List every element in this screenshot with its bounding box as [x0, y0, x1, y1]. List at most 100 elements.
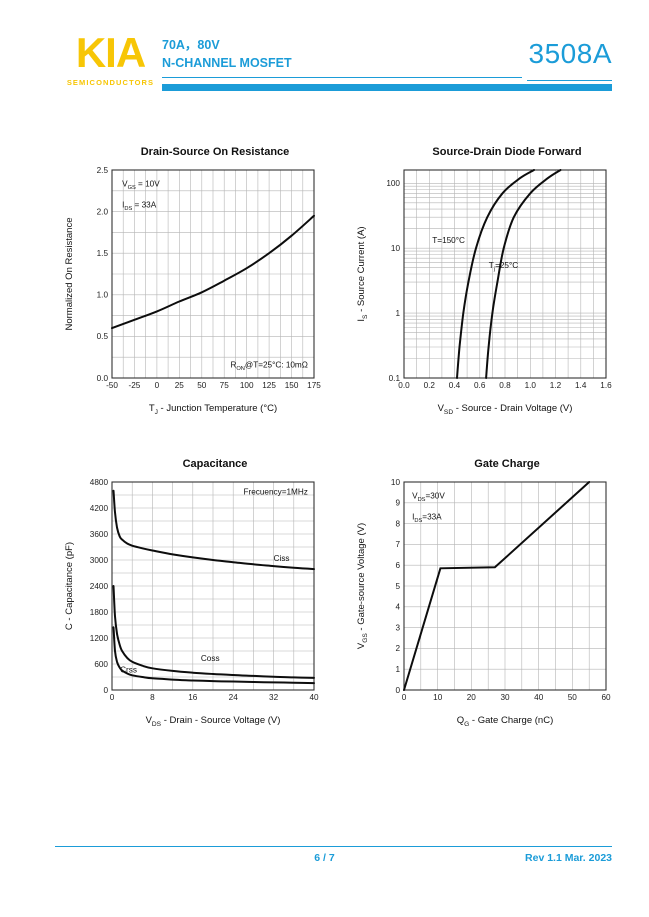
svg-text:30: 30 — [500, 693, 510, 702]
chart-plot: -50 -25 0 25 50 75 100 125 150 175 0.0 0.5 1.0 1.5 2.0… — [62, 162, 324, 419]
header-accent-bar — [162, 84, 612, 91]
svg-text:10: 10 — [391, 478, 401, 487]
annotation: T=150°C — [432, 236, 465, 245]
svg-text:0.8: 0.8 — [499, 381, 511, 390]
svg-text:100: 100 — [240, 381, 254, 390]
series-tj-25c — [485, 169, 562, 379]
svg-text:TJ - Junction Temperature (°C): TJ - Junction Temperature (°C) — [149, 403, 277, 414]
svg-text:4: 4 — [395, 603, 400, 612]
svg-text:25: 25 — [175, 381, 185, 390]
series-t-150c — [456, 169, 535, 379]
logo-subtext: SEMICONDUCTORS — [66, 78, 155, 87]
series-normalized-rdson — [111, 214, 315, 330]
chart-drain-source-on-resistance: Drain-Source On Resistance -50 -25 0 25 50 75… — [62, 146, 324, 419]
chart-canvas: 0.0 0.2 0.4 0.6 0.8 1.0 1.2 1.4 1.6 0.1 1 10 100 VSD … — [356, 169, 612, 416]
chart-plot: 0 8 16 24 32 40 0 600 1200 1800 2400 3000 3600 4200 48… — [62, 474, 324, 731]
svg-text:2.5: 2.5 — [97, 166, 109, 175]
annotation: Tj=25°C — [489, 261, 518, 273]
svg-text:24: 24 — [229, 693, 239, 702]
device-rating: 70A，80V — [162, 38, 220, 52]
page-indicator: 6 / 7 — [314, 852, 335, 864]
svg-text:0: 0 — [402, 693, 407, 702]
svg-text:0: 0 — [110, 693, 115, 702]
series-ciss — [112, 489, 315, 571]
svg-text:1.0: 1.0 — [525, 381, 537, 390]
svg-text:-50: -50 — [106, 381, 118, 390]
svg-text:3600: 3600 — [90, 530, 109, 539]
svg-text:150: 150 — [285, 381, 299, 390]
svg-text:1: 1 — [395, 665, 400, 674]
device-type: N-CHANNEL MOSFET — [162, 56, 292, 70]
svg-text:8: 8 — [150, 693, 155, 702]
annotation: VGS = 10V — [122, 180, 160, 192]
annotation: RON@T=25°C: 10mΩ — [230, 361, 307, 373]
series-vgs-vs-qg — [403, 481, 591, 691]
svg-text:50: 50 — [197, 381, 207, 390]
svg-text:2.0: 2.0 — [97, 207, 109, 216]
svg-text:VGS - Gate-source Voltage (V): VGS - Gate-source Voltage (V) — [356, 523, 369, 649]
kia-logo: KIA SEMICONDUCTORS — [58, 29, 163, 88]
logo-text: KIA — [75, 29, 146, 76]
svg-text:75: 75 — [220, 381, 230, 390]
footer-rule — [55, 846, 612, 847]
svg-text:50: 50 — [568, 693, 578, 702]
chart-canvas: 0 10 20 30 40 50 60 0 1 2 3 4 5 6 7 8 9 10 QG - Gate Charg… — [356, 478, 611, 728]
svg-text:2: 2 — [395, 644, 400, 653]
device-spec: 70A，80V N-CHANNEL MOSFET — [162, 36, 292, 72]
header-rule-right — [527, 80, 612, 81]
svg-text:IS - Source Current (A): IS - Source Current (A) — [356, 226, 369, 321]
series-coss — [112, 585, 315, 679]
svg-text:-25: -25 — [128, 381, 140, 390]
chart-gate-charge: Gate Charge 0 10 20 30 40 50 60 0 1 2 3 4 5 6 7 8 9 10 QG … — [354, 458, 616, 731]
svg-text:0.0: 0.0 — [97, 374, 109, 383]
header-rule-left — [162, 77, 522, 78]
svg-text:0: 0 — [395, 686, 400, 695]
svg-text:7: 7 — [395, 540, 400, 549]
svg-text:3: 3 — [395, 623, 400, 632]
svg-text:1200: 1200 — [90, 634, 109, 643]
svg-text:125: 125 — [262, 381, 276, 390]
svg-text:10: 10 — [433, 693, 443, 702]
svg-text:1.2: 1.2 — [550, 381, 562, 390]
svg-text:5: 5 — [395, 582, 400, 591]
svg-text:10: 10 — [391, 244, 401, 253]
svg-text:C - Capacitance (pF): C - Capacitance (pF) — [64, 542, 75, 630]
svg-text:0.2: 0.2 — [424, 381, 436, 390]
annotation: VDS=30V — [412, 492, 445, 504]
annotation: IDS = 33A — [122, 200, 157, 212]
svg-text:600: 600 — [94, 660, 108, 669]
svg-text:16: 16 — [188, 693, 198, 702]
svg-text:4200: 4200 — [90, 504, 109, 513]
series-crss — [112, 626, 315, 685]
annotation: Coss — [201, 654, 220, 663]
revision-text: Rev 1.1 Mar. 2023 — [525, 852, 612, 864]
svg-text:32: 32 — [269, 693, 279, 702]
chart-title: Capacitance — [182, 458, 248, 470]
svg-text:0.6: 0.6 — [474, 381, 486, 390]
chart-title: Gate Charge — [474, 458, 540, 470]
svg-text:QG - Gate Charge (nC): QG - Gate Charge (nC) — [457, 715, 553, 726]
chart-capacitance: Capacitance 0 8 16 24 32 40 0 600 1200 1800 2400 30… — [62, 458, 324, 731]
svg-text:0.4: 0.4 — [449, 381, 461, 390]
svg-text:1.4: 1.4 — [575, 381, 587, 390]
svg-text:2400: 2400 — [90, 582, 109, 591]
svg-text:1800: 1800 — [90, 608, 109, 617]
chart-plot: 0 10 20 30 40 50 60 0 1 2 3 4 5 6 7 8 9 10 QG - Gate Charg… — [354, 474, 616, 731]
svg-text:1.0: 1.0 — [97, 291, 109, 300]
svg-text:20: 20 — [467, 693, 477, 702]
svg-text:9: 9 — [395, 499, 400, 508]
svg-text:0.5: 0.5 — [97, 332, 109, 341]
svg-text:40: 40 — [534, 693, 544, 702]
annotation: IDS=33A — [412, 512, 442, 524]
chart-plot: 0.0 0.2 0.4 0.6 0.8 1.0 1.2 1.4 1.6 0.1 1 10 100 VSD … — [354, 162, 616, 419]
svg-text:0: 0 — [103, 686, 108, 695]
svg-text:100: 100 — [386, 179, 400, 188]
svg-text:0.1: 0.1 — [389, 374, 401, 383]
svg-text:60: 60 — [601, 693, 611, 702]
svg-text:0: 0 — [155, 381, 160, 390]
svg-text:3000: 3000 — [90, 556, 109, 565]
svg-text:40: 40 — [309, 693, 319, 702]
svg-text:1.6: 1.6 — [600, 381, 612, 390]
svg-text:0.0: 0.0 — [398, 381, 410, 390]
